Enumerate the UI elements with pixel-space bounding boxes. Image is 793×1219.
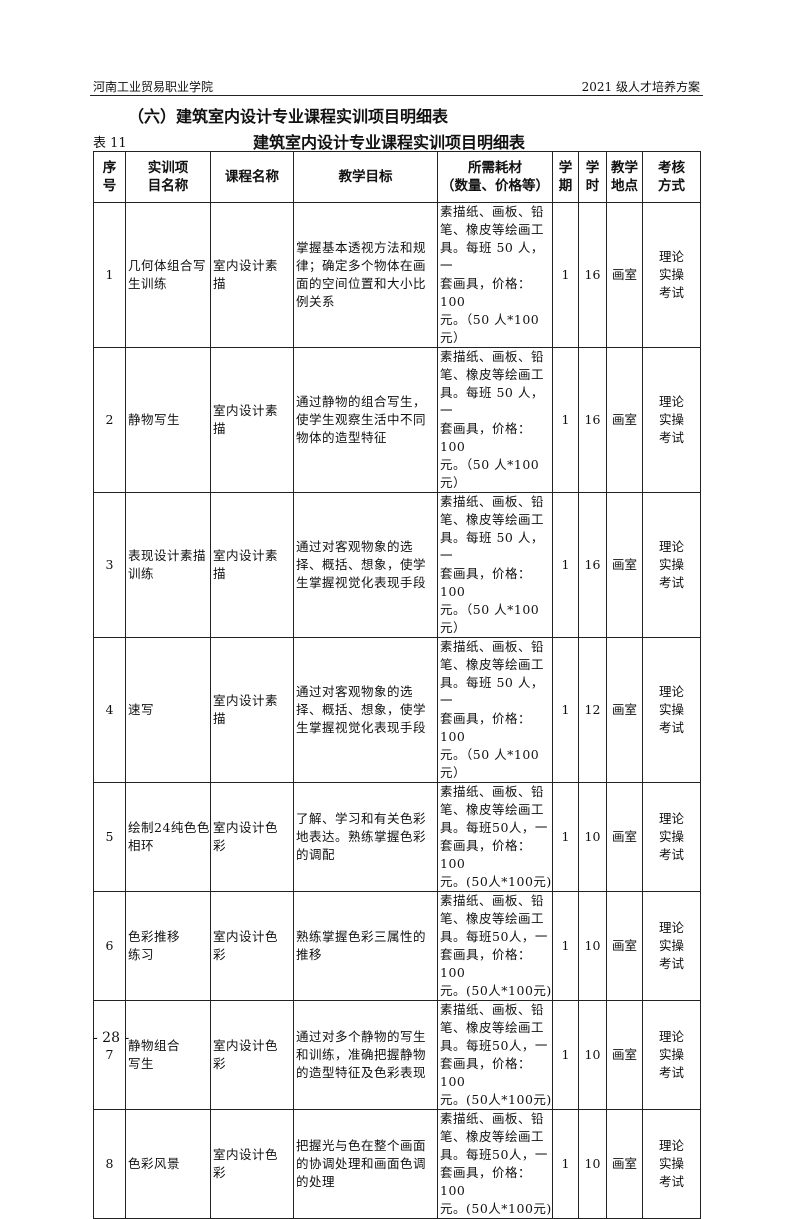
cell-place: 画室	[606, 782, 643, 892]
cell-place: 画室	[606, 1109, 643, 1219]
table-row: 8 色彩风景 室内设计色 彩把握光与色在整个画面 的协调处理和画面色调 的处理 素描纸…	[93, 1109, 701, 1219]
cell-project: 静物写生	[125, 347, 211, 493]
column-header: 序 号	[93, 151, 126, 203]
cell-project: 静物组合 写生	[125, 1000, 211, 1110]
cell-place: 画室	[606, 347, 643, 493]
cell-term: 1	[552, 1000, 579, 1110]
cell-no: 3	[93, 492, 126, 638]
cell-project: 色彩风景	[125, 1109, 211, 1219]
cell-goal: 通过静物的组合写生， 使学生观察生活中不同 物体的造型特征	[293, 347, 438, 493]
cell-hours: 10	[578, 1000, 607, 1110]
table-title: 建筑室内设计专业课程实训项目明细表	[253, 133, 526, 152]
cell-place: 画室	[606, 891, 643, 1001]
column-header: 所需耗材 （数量、价格等）	[437, 151, 553, 203]
cell-place: 画室	[606, 492, 643, 638]
table-row: 2 静物写生 室内设计素 描通过静物的组合写生， 使学生观察生活中不同 物体的造型特…	[93, 347, 701, 493]
cell-term: 1	[552, 492, 579, 638]
table-row: 1 几何体组合写 生训练 室内设计素 描掌握基本透视方法和规 律；确定多个物体在画 …	[93, 202, 701, 348]
cell-exam: 理论 实操 考试	[642, 891, 701, 1001]
cell-course: 室内设计色 彩	[210, 782, 294, 892]
cell-course: 室内设计素 描	[210, 637, 294, 783]
cell-hours: 16	[578, 492, 607, 638]
cell-exam: 理论 实操 考试	[642, 202, 701, 348]
table-number: 表 11	[93, 136, 127, 151]
table-row: 5 绘制24纯色色 相环 室内设计色 彩了解、学习和有关色彩 地表达。熟练掌握色彩 …	[93, 782, 701, 892]
cell-term: 1	[552, 347, 579, 493]
cell-no: 5	[93, 782, 126, 892]
cell-goal: 通过对客观物象的选 择、概括、想象，使学 生掌握视觉化表现手段	[293, 637, 438, 783]
cell-no: 1	[93, 202, 126, 348]
cell-term: 1	[552, 637, 579, 783]
cell-exam: 理论 实操 考试	[642, 1109, 701, 1219]
cell-hours: 10	[578, 891, 607, 1001]
cell-goal: 掌握基本透视方法和规 律；确定多个物体在画 面的空间位置和大小比 例关系	[293, 202, 438, 348]
cell-term: 1	[552, 202, 579, 348]
cell-course: 室内设计色 彩	[210, 891, 294, 1001]
column-header: 教学 地点	[606, 151, 643, 203]
table-row: 7 静物组合 写生 室内设计色 彩通过对多个静物的写生 和训练，准确把握静物 的造型…	[93, 1000, 701, 1110]
header-divider	[90, 95, 703, 96]
cell-materials: 素描纸、画板、铅 笔、橡皮等绘画工 具。每班 50 人，一 套画具，价格：100…	[437, 492, 553, 638]
cell-materials: 素描纸、画板、铅 笔、橡皮等绘画工 具。每班50人，一 套画具，价格：100 元…	[437, 1109, 553, 1219]
cell-no: 6	[93, 891, 126, 1001]
cell-place: 画室	[606, 637, 643, 783]
column-header: 课程名称	[210, 151, 294, 203]
header-doc-title: 2021 级人才培养方案	[581, 80, 700, 94]
column-header: 实训项 目名称	[125, 151, 211, 203]
cell-course: 室内设计素 描	[210, 347, 294, 493]
cell-exam: 理论 实操 考试	[642, 492, 701, 638]
cell-goal: 熟练掌握色彩三属性的 推移	[293, 891, 438, 1001]
cell-hours: 10	[578, 1109, 607, 1219]
cell-materials: 素描纸、画板、铅 笔、橡皮等绘画工 具。每班50人，一 套画具，价格：100 元…	[437, 1000, 553, 1110]
cell-materials: 素描纸、画板、铅 笔、橡皮等绘画工 具。每班 50 人，一 套画具，价格：100…	[437, 637, 553, 783]
cell-hours: 10	[578, 782, 607, 892]
cell-goal: 了解、学习和有关色彩 地表达。熟练掌握色彩 的调配	[293, 782, 438, 892]
training-table: 序 号实训项 目名称 课程名称 教学目标 所需耗材 （数量、价格等）学 期学 时教学 …	[93, 151, 701, 1219]
cell-hours: 12	[578, 637, 607, 783]
cell-goal: 通过对多个静物的写生 和训练，准确把握静物 的造型特征及色彩表现	[293, 1000, 438, 1110]
cell-materials: 素描纸、画板、铅 笔、橡皮等绘画工 具。每班 50 人，一 套画具，价格：100…	[437, 347, 553, 493]
cell-goal: 把握光与色在整个画面 的协调处理和画面色调 的处理	[293, 1109, 438, 1219]
cell-materials: 素描纸、画板、铅 笔、橡皮等绘画工 具。每班50人，一 套画具，价格：100 元…	[437, 891, 553, 1001]
table-header-row: 序 号实训项 目名称 课程名称 教学目标 所需耗材 （数量、价格等）学 期学 时教学 …	[93, 151, 701, 203]
cell-exam: 理论 实操 考试	[642, 637, 701, 783]
cell-course: 室内设计色 彩	[210, 1109, 294, 1219]
cell-no: 7	[93, 1000, 126, 1110]
cell-hours: 16	[578, 202, 607, 348]
cell-exam: 理论 实操 考试	[642, 1000, 701, 1110]
section-title: （六）建筑室内设计专业课程实训项目明细表	[128, 107, 449, 126]
document-page: 河南工业贸易职业学院 2021 级人才培养方案 （六）建筑室内设计专业课程实训项…	[90, 80, 703, 1219]
table-row: 3 表现设计素描 训练 室内设计素 描通过对客观物象的选 择、概括、想象，使学 生掌…	[93, 492, 701, 638]
cell-term: 1	[552, 782, 579, 892]
cell-project: 绘制24纯色色 相环	[125, 782, 211, 892]
cell-course: 室内设计素 描	[210, 492, 294, 638]
cell-materials: 素描纸、画板、铅 笔、橡皮等绘画工 具。每班50人，一 套画具，价格：100 元…	[437, 782, 553, 892]
cell-project: 速写	[125, 637, 211, 783]
cell-no: 8	[93, 1109, 126, 1219]
cell-project: 几何体组合写 生训练	[125, 202, 211, 348]
cell-materials: 素描纸、画板、铅 笔、橡皮等绘画工 具。每班 50 人，一 套画具，价格：100…	[437, 202, 553, 348]
cell-course: 室内设计色 彩	[210, 1000, 294, 1110]
cell-no: 4	[93, 637, 126, 783]
cell-project: 表现设计素描 训练	[125, 492, 211, 638]
cell-place: 画室	[606, 202, 643, 348]
column-header: 学 期	[552, 151, 579, 203]
cell-term: 1	[552, 891, 579, 1001]
header-school: 河南工业贸易职业学院	[93, 80, 214, 94]
cell-course: 室内设计素 描	[210, 202, 294, 348]
cell-exam: 理论 实操 考试	[642, 347, 701, 493]
column-header: 学 时	[578, 151, 607, 203]
page-number: - 28 -	[93, 1030, 130, 1046]
cell-no: 2	[93, 347, 126, 493]
cell-exam: 理论 实操 考试	[642, 782, 701, 892]
column-header: 考核 方式	[642, 151, 701, 203]
table-row: 6 色彩推移 练习 室内设计色 彩熟练掌握色彩三属性的 推移 素描纸、画板、铅 笔、橡…	[93, 891, 701, 1001]
cell-goal: 通过对客观物象的选 择、概括、想象，使学 生掌握视觉化表现手段	[293, 492, 438, 638]
cell-project: 色彩推移 练习	[125, 891, 211, 1001]
cell-hours: 16	[578, 347, 607, 493]
cell-place: 画室	[606, 1000, 643, 1110]
table-row: 4 速写 室内设计素 描通过对客观物象的选 择、概括、想象，使学 生掌握视觉化表现手…	[93, 637, 701, 783]
column-header: 教学目标	[293, 151, 438, 203]
cell-term: 1	[552, 1109, 579, 1219]
